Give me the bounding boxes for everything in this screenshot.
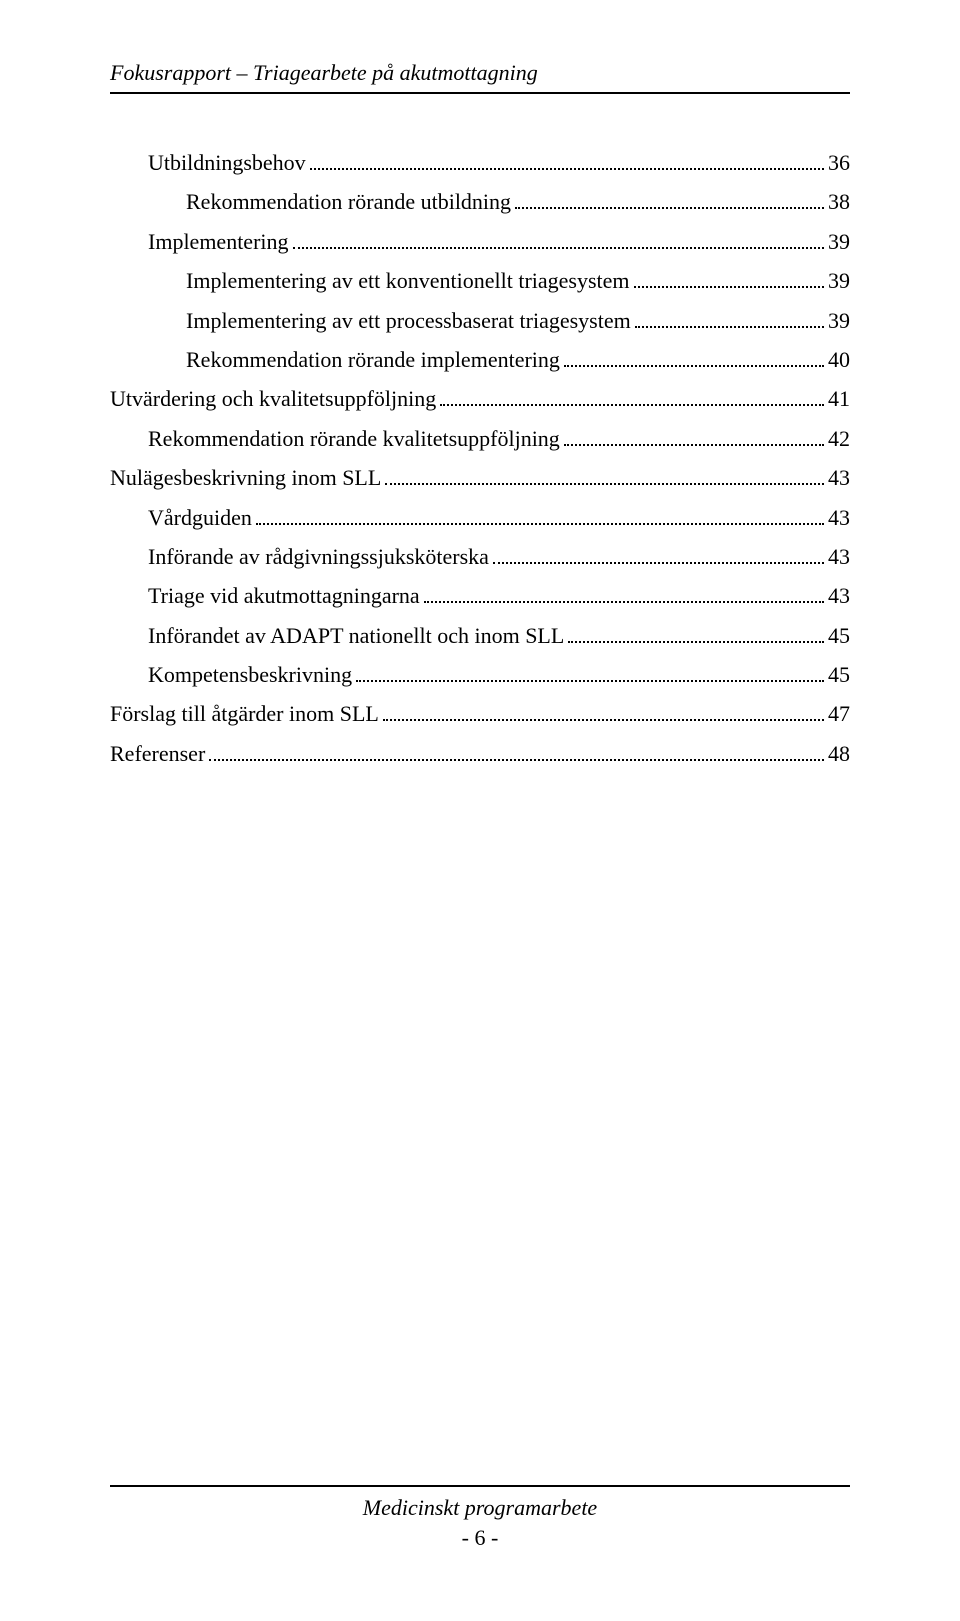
toc-entry: Rekommendation rörande kvalitetsuppföljn…: [110, 420, 850, 457]
toc-entry: Rekommendation rörande implementering 40: [110, 341, 850, 378]
toc-entry-label: Förslag till åtgärder inom SLL: [110, 695, 379, 732]
toc-entry-page: 41: [828, 380, 850, 417]
toc-entry: Referenser 48: [110, 735, 850, 772]
page-footer: Medicinskt programarbete - 6 -: [110, 1485, 850, 1551]
toc-leader-dots: [564, 345, 824, 367]
toc-leader-dots: [440, 384, 824, 406]
toc-entry-label: Införandet av ADAPT nationellt och inom …: [148, 617, 564, 654]
toc-entry-page: 39: [828, 302, 850, 339]
toc-entry-page: 36: [828, 144, 850, 181]
toc-leader-dots: [493, 542, 824, 564]
toc-leader-dots: [568, 621, 824, 643]
document-page: Fokusrapport – Triagearbete på akutmotta…: [0, 0, 960, 1621]
toc-entry-label: Införande av rådgivningssjuksköterska: [148, 538, 489, 575]
table-of-contents: Utbildningsbehov36Rekommendation rörande…: [110, 144, 850, 772]
toc-entry: Vårdguiden 43: [110, 499, 850, 536]
toc-entry: Implementering av ett konventionellt tri…: [110, 262, 850, 299]
toc-entry-page: 48: [828, 735, 850, 772]
toc-entry-label: Utvärdering och kvalitetsuppföljning: [110, 380, 436, 417]
running-header: Fokusrapport – Triagearbete på akutmotta…: [110, 60, 850, 94]
toc-entry-label: Triage vid akutmottagningarna: [148, 577, 420, 614]
toc-leader-dots: [256, 503, 824, 525]
toc-entry-page: 40: [828, 341, 850, 378]
toc-entry-page: 43: [828, 499, 850, 536]
toc-entry-page: 47: [828, 695, 850, 732]
toc-leader-dots: [209, 739, 824, 761]
toc-entry: Implementering av ett processbaserat tri…: [110, 302, 850, 339]
toc-entry-page: 43: [828, 459, 850, 496]
toc-leader-dots: [515, 187, 824, 209]
toc-leader-dots: [634, 266, 824, 288]
toc-entry-label: Referenser: [110, 735, 205, 772]
toc-entry-page: 39: [828, 262, 850, 299]
toc-entry-label: Rekommendation rörande implementering: [186, 341, 560, 378]
toc-entry-label: Kompetensbeskrivning: [148, 656, 352, 693]
toc-entry: Utvärdering och kvalitetsuppföljning 41: [110, 380, 850, 417]
toc-entry-page: 38: [828, 183, 850, 220]
toc-entry: Rekommendation rörande utbildning 38: [110, 183, 850, 220]
toc-leader-dots: [385, 463, 824, 485]
toc-entry-page: 43: [828, 577, 850, 614]
toc-entry-label: Implementering av ett processbaserat tri…: [186, 302, 631, 339]
toc-entry-page: 39: [828, 223, 850, 260]
toc-entry-page: 42: [828, 420, 850, 457]
toc-leader-dots: [383, 699, 824, 721]
toc-entry: Kompetensbeskrivning 45: [110, 656, 850, 693]
toc-entry-page: 45: [828, 617, 850, 654]
toc-entry: Förslag till åtgärder inom SLL 47: [110, 695, 850, 732]
toc-entry-label: Utbildningsbehov: [148, 144, 306, 181]
toc-entry: Nulägesbeskrivning inom SLL 43: [110, 459, 850, 496]
footer-divider: [110, 1485, 850, 1487]
toc-entry-label: Implementering: [148, 223, 289, 260]
toc-entry: Införandet av ADAPT nationellt och inom …: [110, 617, 850, 654]
toc-entry-label: Rekommendation rörande kvalitetsuppföljn…: [148, 420, 560, 457]
toc-entry-label: Vårdguiden: [148, 499, 252, 536]
toc-entry-page: 45: [828, 656, 850, 693]
toc-entry-page: 43: [828, 538, 850, 575]
toc-entry-label: Implementering av ett konventionellt tri…: [186, 262, 630, 299]
toc-entry: Införande av rådgivningssjuksköterska 43: [110, 538, 850, 575]
toc-leader-dots: [310, 148, 824, 170]
toc-entry-label: Nulägesbeskrivning inom SLL: [110, 459, 381, 496]
toc-leader-dots: [635, 306, 824, 328]
toc-leader-dots: [356, 660, 824, 682]
toc-entry: Implementering 39: [110, 223, 850, 260]
toc-leader-dots: [424, 581, 824, 603]
toc-entry: Triage vid akutmottagningarna 43: [110, 577, 850, 614]
footer-title: Medicinskt programarbete: [110, 1495, 850, 1521]
footer-page-number: - 6 -: [110, 1525, 850, 1551]
toc-leader-dots: [293, 227, 824, 249]
toc-leader-dots: [564, 424, 824, 446]
toc-entry: Utbildningsbehov 36: [110, 144, 850, 181]
toc-entry-label: Rekommendation rörande utbildning: [186, 183, 511, 220]
